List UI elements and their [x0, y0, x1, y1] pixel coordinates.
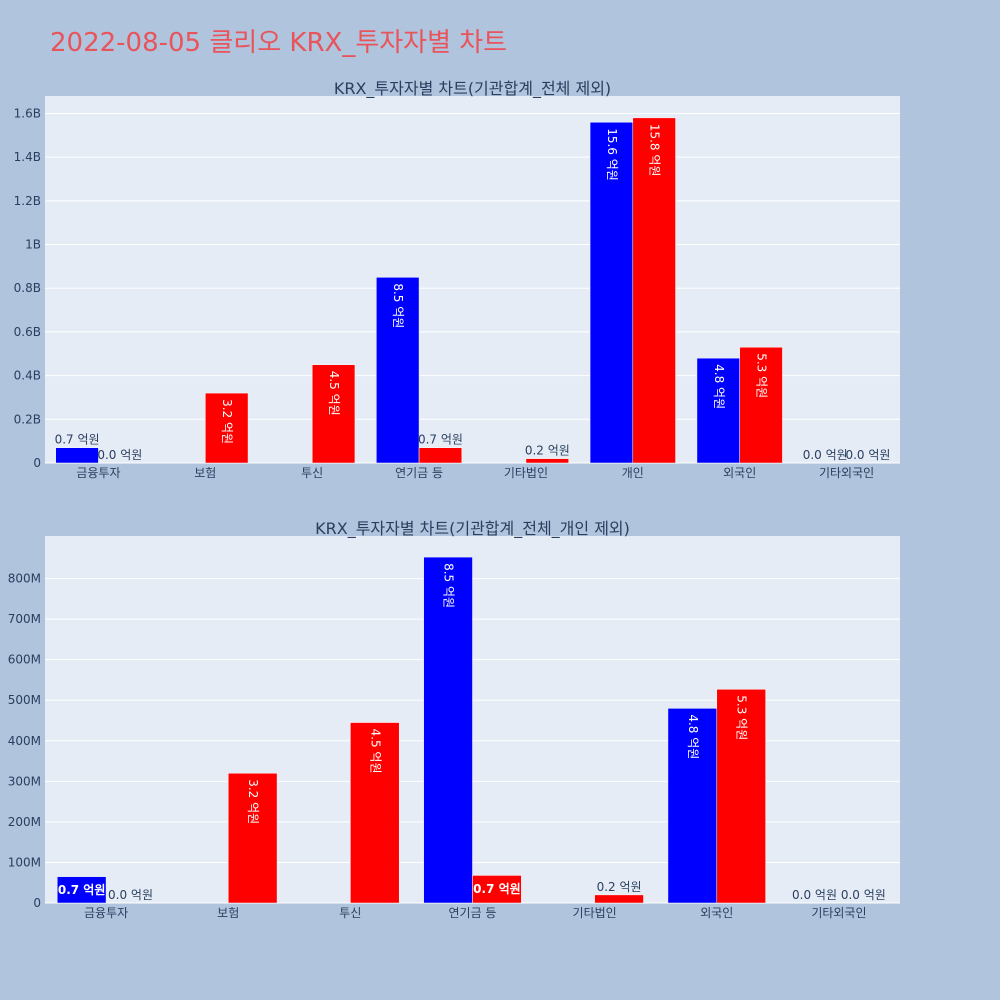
bar-label: 4.8 억원 [712, 364, 726, 409]
bar-label: 5.3 억원 [755, 353, 769, 398]
x-tick-label: 기타법인 [573, 906, 617, 920]
bar [632, 117, 676, 464]
chart-top: 0 0.2B 0.4B 0.6B 0.8B 1B 1.2B 1.4B 1.6B KRX_투자자별 … [14, 79, 900, 480]
y-tick-label: 1.6B [14, 106, 41, 120]
bar [376, 277, 420, 464]
bar [205, 392, 249, 464]
bar [667, 708, 718, 904]
x-tick-label: 기타법인 [504, 466, 548, 480]
bar-label: 3.2 억원 [246, 779, 260, 824]
bar [525, 458, 569, 464]
y-tick-label: 0 [33, 896, 41, 910]
bar-label: 4.8 억원 [686, 714, 700, 759]
bar-label: 15.6 억원 [605, 128, 619, 181]
x-tick-label: 금융투자 [84, 906, 128, 920]
bar [55, 447, 99, 464]
y-tick-label: 0.6B [14, 325, 41, 339]
y-tick-label: 300M [8, 774, 41, 788]
x-tick-label: 보험 [217, 906, 239, 920]
y-tick-label: 800M [8, 572, 41, 586]
y-tick-label: 0 [33, 456, 41, 470]
bar-label: 0.0 억원 [792, 888, 837, 902]
plot-title: KRX_투자자별 차트(기관합계_전체_개인 제외) [315, 519, 630, 539]
bar-label: 0.0 억원 [97, 448, 142, 462]
x-tick-label: 금융투자 [76, 466, 120, 480]
x-tick-label: 외국인 [700, 906, 733, 920]
x-tick-label: 보험 [194, 466, 216, 480]
bar [350, 722, 400, 904]
bar-label: 0.7 억원 [473, 882, 521, 896]
bar [227, 772, 278, 904]
bar [56, 876, 107, 904]
bar-label: 5.3 억원 [735, 695, 749, 740]
bar-label: 4.5 억원 [327, 371, 341, 416]
y-tick-label: 0.4B [14, 369, 41, 383]
bar [594, 894, 644, 904]
bar-label: 15.8 억원 [648, 124, 662, 177]
y-tick-label: 500M [8, 693, 41, 707]
y-tick-label: 1.2B [14, 194, 41, 208]
y-tick-label: 700M [8, 612, 41, 626]
bar-label: 0.0 억원 [108, 888, 153, 902]
bar-label: 3.2 억원 [220, 399, 234, 444]
x-tick-label: 기타외국인 [811, 906, 866, 920]
y-tick-label: 0.2B [14, 412, 41, 426]
y-tick-label: 1.4B [14, 150, 41, 164]
bar-label: 0.0 억원 [845, 448, 890, 462]
bar [739, 346, 783, 464]
bar [472, 875, 522, 904]
bar-label: 0.2 억원 [597, 880, 642, 894]
bar-label: 0.7 억원 [418, 433, 463, 447]
x-tick-label: 외국인 [723, 466, 756, 480]
x-tick-label: 투신 [301, 466, 323, 480]
y-tick-label: 600M [8, 653, 41, 667]
y-tick-label: 1B [25, 238, 41, 252]
y-tick-label: 100M [8, 855, 41, 869]
bar-label: 8.5 억원 [391, 283, 405, 328]
bar [589, 121, 634, 464]
bar [716, 689, 766, 904]
bar [696, 357, 740, 464]
x-tick-label: 연기금 등 [449, 906, 497, 920]
x-tick-label: 연기금 등 [395, 466, 443, 480]
bar [311, 364, 356, 464]
bar [423, 556, 473, 904]
bar-label: 0.2 억원 [525, 444, 570, 458]
page-title: 2022-08-05 클리오 KRX_투자자별 차트 [50, 28, 508, 58]
bar [418, 447, 463, 464]
y-tick-label: 400M [8, 734, 41, 748]
bar-label: 0.0 억원 [803, 448, 848, 462]
bar-label: 4.5 억원 [368, 729, 382, 774]
y-tick-label: 200M [8, 815, 41, 829]
x-tick-label: 투신 [339, 906, 361, 920]
bar-label: 0.0 억원 [841, 888, 886, 902]
bar-label: 8.5 억원 [442, 563, 456, 608]
bar-label: 0.7 억원 [58, 883, 106, 897]
x-tick-label: 기타외국인 [819, 466, 874, 480]
y-tick-label: 0.8B [14, 281, 41, 295]
plot-title: KRX_투자자별 차트(기관합계_전체 제외) [334, 79, 611, 99]
bar-label: 0.7 억원 [55, 433, 100, 447]
x-tick-label: 개인 [622, 466, 644, 480]
